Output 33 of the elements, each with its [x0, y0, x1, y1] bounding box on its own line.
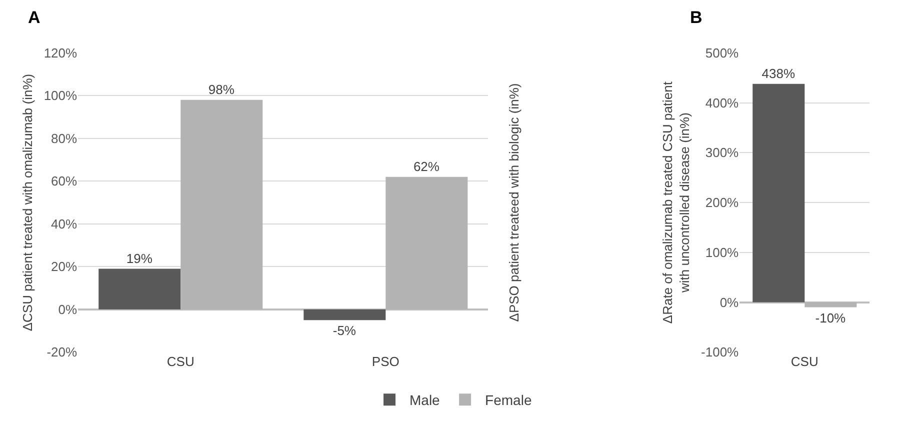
chart-title: B [690, 8, 702, 27]
legend-label: Male [410, 392, 440, 408]
x-tick-label: CSU [790, 354, 818, 370]
y-tick-label: 40% [51, 216, 78, 232]
data-label: 98% [208, 82, 235, 97]
y-tick-label: 60% [51, 174, 78, 189]
data-label: -5% [332, 323, 356, 338]
y-axis-title: ΔCSU patient treated with omalizumab (in%) [20, 74, 35, 332]
y-tick-label: 80% [51, 130, 78, 146]
x-tick-label: CSU [166, 354, 194, 370]
y-tick-label: 0% [720, 294, 740, 310]
bar [304, 309, 386, 320]
y-tick-label: 120% [44, 45, 78, 60]
y-tick-label: 100% [44, 88, 78, 104]
data-label: -10% [815, 310, 846, 326]
y-tick-label: 300% [705, 145, 740, 160]
y-tick-label: 20% [51, 259, 78, 274]
y-tick-label: -100% [701, 344, 740, 360]
y2-axis-title: ΔPSO patient treateed with biologic (in%) [506, 83, 522, 322]
data-label: 62% [413, 158, 440, 174]
y-tick-label: 400% [705, 95, 740, 110]
y-tick-label: 0% [58, 302, 78, 317]
y-tick-label: 200% [705, 195, 740, 210]
data-label: 438% [762, 66, 796, 81]
y-tick-label: 500% [705, 45, 740, 60]
y-axis-title: ΔRate of omalizumab treated CSU patient with uncontrolled disease (in%) [660, 81, 692, 324]
data-label: 19% [126, 250, 153, 266]
y-tick-label: 100% [705, 244, 740, 260]
x-tick-label: PSO [372, 354, 400, 370]
bar [98, 268, 181, 310]
legend-label: Female [485, 392, 532, 408]
y-tick-label: -20% [46, 344, 78, 360]
chart-title: A [28, 8, 40, 27]
